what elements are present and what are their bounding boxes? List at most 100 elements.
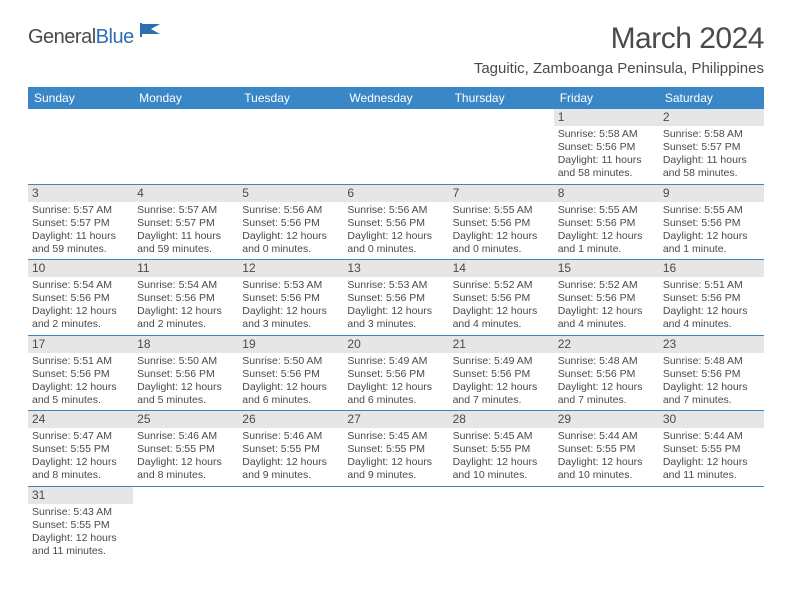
day-cell: 5Sunrise: 5:56 AMSunset: 5:56 PMDaylight…	[238, 185, 343, 260]
sunset-text: Sunset: 5:56 PM	[453, 217, 550, 230]
week-row: 17Sunrise: 5:51 AMSunset: 5:56 PMDayligh…	[28, 336, 764, 412]
day-cell: 14Sunrise: 5:52 AMSunset: 5:56 PMDayligh…	[449, 260, 554, 335]
sunset-text: Sunset: 5:55 PM	[663, 443, 760, 456]
sunset-text: Sunset: 5:56 PM	[663, 292, 760, 305]
sunset-text: Sunset: 5:56 PM	[242, 368, 339, 381]
daylight-text: Daylight: 11 hours and 59 minutes.	[137, 230, 234, 256]
day-body: Sunrise: 5:46 AMSunset: 5:55 PMDaylight:…	[133, 429, 238, 486]
daylight-text: Daylight: 12 hours and 8 minutes.	[32, 456, 129, 482]
day-number: 13	[343, 260, 448, 277]
sunrise-text: Sunrise: 5:54 AM	[32, 279, 129, 292]
day-body: Sunrise: 5:54 AMSunset: 5:56 PMDaylight:…	[133, 278, 238, 335]
day-cell: 6Sunrise: 5:56 AMSunset: 5:56 PMDaylight…	[343, 185, 448, 260]
sunrise-text: Sunrise: 5:58 AM	[558, 128, 655, 141]
logo: GeneralBlue	[28, 26, 164, 49]
day-cell: 8Sunrise: 5:55 AMSunset: 5:56 PMDaylight…	[554, 185, 659, 260]
day-number: 27	[343, 411, 448, 428]
week-row: 3Sunrise: 5:57 AMSunset: 5:57 PMDaylight…	[28, 185, 764, 261]
day-body: Sunrise: 5:55 AMSunset: 5:56 PMDaylight:…	[659, 203, 764, 260]
day-cell: 26Sunrise: 5:46 AMSunset: 5:55 PMDayligh…	[238, 411, 343, 486]
sunrise-text: Sunrise: 5:51 AM	[663, 279, 760, 292]
daylight-text: Daylight: 11 hours and 58 minutes.	[558, 154, 655, 180]
day-body: Sunrise: 5:43 AMSunset: 5:55 PMDaylight:…	[28, 505, 133, 562]
daylight-text: Daylight: 12 hours and 4 minutes.	[663, 305, 760, 331]
day-cell: 25Sunrise: 5:46 AMSunset: 5:55 PMDayligh…	[133, 411, 238, 486]
sunset-text: Sunset: 5:55 PM	[558, 443, 655, 456]
day-number: 1	[554, 109, 659, 126]
sunset-text: Sunset: 5:56 PM	[242, 292, 339, 305]
sunset-text: Sunset: 5:55 PM	[137, 443, 234, 456]
day-body: Sunrise: 5:53 AMSunset: 5:56 PMDaylight:…	[238, 278, 343, 335]
daylight-text: Daylight: 12 hours and 9 minutes.	[347, 456, 444, 482]
day-body: Sunrise: 5:44 AMSunset: 5:55 PMDaylight:…	[554, 429, 659, 486]
sunset-text: Sunset: 5:56 PM	[558, 292, 655, 305]
day-cell: 19Sunrise: 5:50 AMSunset: 5:56 PMDayligh…	[238, 336, 343, 411]
day-body: Sunrise: 5:58 AMSunset: 5:56 PMDaylight:…	[554, 127, 659, 184]
day-body: Sunrise: 5:52 AMSunset: 5:56 PMDaylight:…	[449, 278, 554, 335]
daylight-text: Daylight: 12 hours and 6 minutes.	[242, 381, 339, 407]
day-cell: 24Sunrise: 5:47 AMSunset: 5:55 PMDayligh…	[28, 411, 133, 486]
week-row: 1Sunrise: 5:58 AMSunset: 5:56 PMDaylight…	[28, 109, 764, 185]
sunrise-text: Sunrise: 5:50 AM	[137, 355, 234, 368]
sunset-text: Sunset: 5:56 PM	[347, 217, 444, 230]
day-number: 23	[659, 336, 764, 353]
daylight-text: Daylight: 12 hours and 9 minutes.	[242, 456, 339, 482]
day-body: Sunrise: 5:48 AMSunset: 5:56 PMDaylight:…	[554, 354, 659, 411]
sunrise-text: Sunrise: 5:58 AM	[663, 128, 760, 141]
day-body: Sunrise: 5:51 AMSunset: 5:56 PMDaylight:…	[659, 278, 764, 335]
logo-word1: General	[28, 26, 96, 48]
day-body: Sunrise: 5:50 AMSunset: 5:56 PMDaylight:…	[133, 354, 238, 411]
day-cell: 27Sunrise: 5:45 AMSunset: 5:55 PMDayligh…	[343, 411, 448, 486]
sunrise-text: Sunrise: 5:47 AM	[32, 430, 129, 443]
day-number: 24	[28, 411, 133, 428]
day-number: 22	[554, 336, 659, 353]
sunset-text: Sunset: 5:57 PM	[663, 141, 760, 154]
dayhead: Monday	[133, 87, 238, 109]
sunrise-text: Sunrise: 5:45 AM	[453, 430, 550, 443]
daylight-text: Daylight: 12 hours and 4 minutes.	[453, 305, 550, 331]
logo-text: GeneralBlue	[28, 26, 134, 49]
calendar: SundayMondayTuesdayWednesdayThursdayFrid…	[28, 87, 764, 561]
day-number: 12	[238, 260, 343, 277]
day-number: 19	[238, 336, 343, 353]
sunrise-text: Sunrise: 5:54 AM	[137, 279, 234, 292]
day-body: Sunrise: 5:57 AMSunset: 5:57 PMDaylight:…	[28, 203, 133, 260]
daylight-text: Daylight: 12 hours and 7 minutes.	[558, 381, 655, 407]
day-body: Sunrise: 5:49 AMSunset: 5:56 PMDaylight:…	[343, 354, 448, 411]
day-cell	[449, 109, 554, 184]
sunrise-text: Sunrise: 5:44 AM	[663, 430, 760, 443]
daylight-text: Daylight: 12 hours and 5 minutes.	[137, 381, 234, 407]
day-cell: 13Sunrise: 5:53 AMSunset: 5:56 PMDayligh…	[343, 260, 448, 335]
day-body: Sunrise: 5:46 AMSunset: 5:55 PMDaylight:…	[238, 429, 343, 486]
daylight-text: Daylight: 12 hours and 2 minutes.	[32, 305, 129, 331]
daylight-text: Daylight: 11 hours and 59 minutes.	[32, 230, 129, 256]
day-body: Sunrise: 5:57 AMSunset: 5:57 PMDaylight:…	[133, 203, 238, 260]
day-number: 6	[343, 185, 448, 202]
day-cell	[554, 487, 659, 562]
sunrise-text: Sunrise: 5:48 AM	[558, 355, 655, 368]
day-body: Sunrise: 5:52 AMSunset: 5:56 PMDaylight:…	[554, 278, 659, 335]
sunset-text: Sunset: 5:56 PM	[32, 292, 129, 305]
day-cell	[28, 109, 133, 184]
day-number: 8	[554, 185, 659, 202]
logo-word2: Blue	[96, 26, 134, 48]
day-number: 2	[659, 109, 764, 126]
day-cell: 12Sunrise: 5:53 AMSunset: 5:56 PMDayligh…	[238, 260, 343, 335]
day-number: 3	[28, 185, 133, 202]
sunrise-text: Sunrise: 5:53 AM	[347, 279, 444, 292]
daylight-text: Daylight: 12 hours and 0 minutes.	[242, 230, 339, 256]
day-cell: 29Sunrise: 5:44 AMSunset: 5:55 PMDayligh…	[554, 411, 659, 486]
dayhead: Thursday	[449, 87, 554, 109]
sunrise-text: Sunrise: 5:46 AM	[137, 430, 234, 443]
day-number: 29	[554, 411, 659, 428]
day-number: 15	[554, 260, 659, 277]
day-cell: 22Sunrise: 5:48 AMSunset: 5:56 PMDayligh…	[554, 336, 659, 411]
sunrise-text: Sunrise: 5:55 AM	[453, 204, 550, 217]
sunrise-text: Sunrise: 5:57 AM	[32, 204, 129, 217]
day-number: 26	[238, 411, 343, 428]
sunset-text: Sunset: 5:56 PM	[663, 217, 760, 230]
daylight-text: Daylight: 12 hours and 7 minutes.	[663, 381, 760, 407]
day-cell	[238, 109, 343, 184]
sunset-text: Sunset: 5:55 PM	[32, 519, 129, 532]
daylight-text: Daylight: 12 hours and 10 minutes.	[558, 456, 655, 482]
